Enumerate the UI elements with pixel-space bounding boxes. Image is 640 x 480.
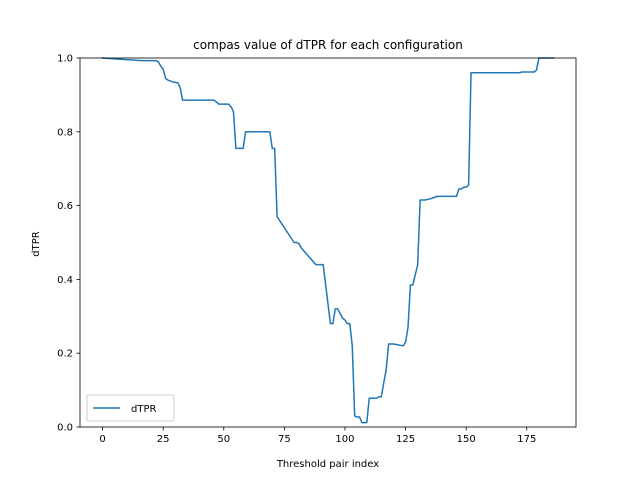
x-tick-label: 25 <box>157 434 170 445</box>
legend: dTPR <box>86 394 175 422</box>
plot-area <box>79 57 577 428</box>
y-tick-label: 0.4 <box>57 275 73 286</box>
y-tick-label: 0.0 <box>57 423 73 434</box>
y-tick-label: 0.6 <box>57 201 73 212</box>
y-tick-label: 0.8 <box>57 127 73 138</box>
legend-label: dTPR <box>131 404 156 415</box>
x-tick-label: 100 <box>335 434 354 445</box>
x-tick-label: 50 <box>217 434 230 445</box>
series-line-dtpr <box>101 57 555 424</box>
x-tick-label: 150 <box>457 434 476 445</box>
y-axis-label: dTPR <box>31 231 42 256</box>
x-tick-label: 0 <box>99 434 105 445</box>
x-tick-label: 175 <box>517 434 536 445</box>
x-axis-label: Threshold pair index <box>276 459 379 470</box>
x-axis: 0 25 50 75 100 125 150 175 <box>99 427 536 445</box>
y-tick-label: 0.2 <box>57 349 73 360</box>
x-tick-label: 125 <box>396 434 415 445</box>
legend-box <box>86 394 175 422</box>
x-tick-label: 75 <box>278 434 291 445</box>
y-axis: 0.0 0.2 0.4 0.6 0.8 1.0 <box>57 54 80 434</box>
y-tick-label: 1.0 <box>57 54 73 65</box>
axes-frame <box>79 57 577 428</box>
chart-title: compas value of dTPR for each configurat… <box>193 38 463 52</box>
